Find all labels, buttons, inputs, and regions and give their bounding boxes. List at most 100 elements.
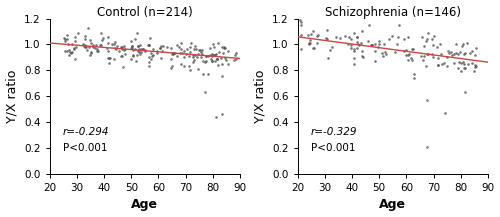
Point <box>201 90 209 94</box>
Point <box>322 37 330 40</box>
Point <box>210 45 218 49</box>
Point <box>191 44 199 48</box>
Point <box>196 48 204 52</box>
Point <box>60 40 68 43</box>
Point <box>297 33 305 36</box>
Point <box>190 47 198 51</box>
Point <box>443 56 451 59</box>
Point <box>215 50 223 53</box>
Point <box>178 47 186 51</box>
Point <box>345 36 353 39</box>
Point <box>454 52 462 56</box>
Point <box>323 37 331 41</box>
Point <box>149 53 157 57</box>
Point <box>305 41 313 44</box>
Point <box>89 46 97 49</box>
Point <box>208 54 216 58</box>
Point <box>194 67 202 71</box>
Point <box>463 41 471 45</box>
Point <box>471 53 479 57</box>
Point <box>86 53 94 57</box>
Point <box>324 28 332 31</box>
Point <box>116 49 124 53</box>
Point <box>184 64 192 67</box>
Point <box>138 47 146 50</box>
Point <box>176 62 184 66</box>
Point <box>106 56 114 60</box>
Point <box>186 69 194 72</box>
Point <box>445 51 453 54</box>
Point <box>440 61 448 65</box>
Point <box>402 49 410 52</box>
Point <box>460 52 468 56</box>
Point <box>208 59 216 63</box>
Point <box>153 49 161 52</box>
Point <box>456 51 464 54</box>
Point <box>119 65 127 68</box>
Point <box>400 49 407 52</box>
Point <box>410 72 418 76</box>
Point <box>180 50 188 53</box>
Point <box>460 62 468 65</box>
Point <box>341 35 349 38</box>
Point <box>157 44 165 47</box>
Text: P<0.001: P<0.001 <box>311 143 356 153</box>
Point <box>137 50 145 54</box>
Point <box>332 35 340 39</box>
Point <box>198 53 205 56</box>
Point <box>111 46 119 49</box>
Point <box>218 62 226 66</box>
Point <box>391 50 399 54</box>
Point <box>314 35 322 38</box>
Point <box>461 66 469 69</box>
Point <box>224 62 232 66</box>
Text: r=-0.294: r=-0.294 <box>63 127 110 137</box>
Point <box>232 51 239 55</box>
Point <box>128 44 136 48</box>
Point <box>173 43 181 47</box>
Point <box>375 42 383 46</box>
Point <box>368 43 376 47</box>
Point <box>444 65 452 68</box>
Point <box>424 37 432 41</box>
Text: P<0.001: P<0.001 <box>63 143 108 153</box>
Point <box>104 41 112 44</box>
Point <box>180 56 188 59</box>
Point <box>472 64 480 67</box>
Point <box>224 49 232 53</box>
Point <box>167 66 175 69</box>
Point <box>182 52 190 56</box>
Point <box>452 51 460 54</box>
Point <box>158 56 166 60</box>
Point <box>352 46 360 50</box>
Point <box>212 52 220 56</box>
Point <box>136 44 144 47</box>
Point <box>134 44 142 48</box>
Point <box>200 72 207 76</box>
Point <box>97 32 105 35</box>
Point <box>344 42 352 46</box>
Point <box>470 69 478 72</box>
Point <box>314 33 322 36</box>
Point <box>468 49 476 52</box>
Point <box>382 52 390 56</box>
Point <box>409 47 417 50</box>
Point <box>135 47 143 50</box>
Point <box>350 62 358 66</box>
Point <box>350 56 358 60</box>
Point <box>105 61 113 64</box>
Point <box>192 47 200 51</box>
Point <box>437 53 445 56</box>
Point <box>71 40 79 43</box>
Point <box>140 47 147 51</box>
Point <box>371 60 379 63</box>
Title: Schizophrenia (n=146): Schizophrenia (n=146) <box>325 6 461 19</box>
Point <box>459 60 467 64</box>
Point <box>104 57 112 60</box>
Point <box>374 45 382 49</box>
Point <box>221 57 229 60</box>
Point <box>118 46 126 49</box>
Point <box>404 53 412 57</box>
Point <box>472 47 480 50</box>
Point <box>452 43 460 46</box>
